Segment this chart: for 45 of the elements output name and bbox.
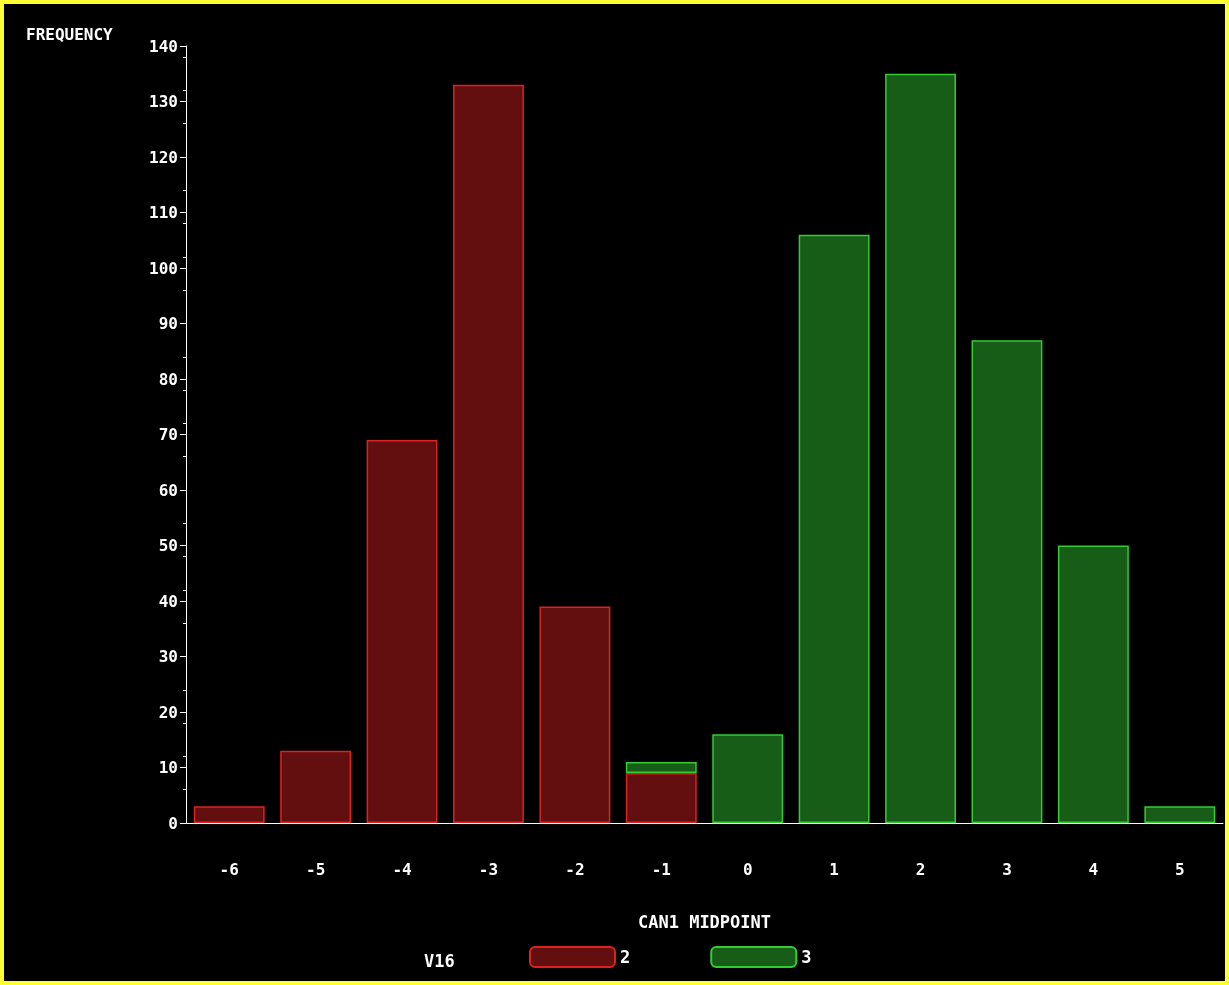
- y-tick-label: 110: [149, 203, 178, 222]
- y-tick-label: 90: [158, 314, 178, 333]
- bar: [798, 234, 870, 823]
- legend-label: 3: [801, 947, 812, 967]
- bar: [539, 606, 611, 823]
- x-tick-label: -4: [392, 859, 412, 879]
- bar: [280, 750, 352, 823]
- x-tick-label: 0: [742, 859, 753, 879]
- x-tick-label: -6: [219, 859, 239, 879]
- x-tick-label: 3: [1002, 859, 1012, 879]
- y-tick-label: 50: [158, 536, 178, 555]
- x-tick-label: -5: [305, 859, 326, 879]
- bar: [1144, 806, 1216, 823]
- bar: [453, 84, 524, 823]
- y-tick-label: 70: [158, 425, 178, 444]
- x-tick-label: 5: [1174, 859, 1185, 879]
- x-tick-label: 1: [829, 859, 839, 879]
- x-axis-title: CAN1 MIDPOINT: [637, 911, 772, 932]
- y-axis-title: FREQUENCY: [26, 24, 114, 44]
- y-tick-label: 60: [158, 480, 178, 500]
- y-tick-label: 80: [158, 369, 178, 389]
- bar: [625, 761, 697, 774]
- y-tick-label: 120: [149, 147, 178, 167]
- bar: [625, 773, 697, 823]
- x-tick-label: -3: [478, 859, 499, 879]
- x-tick-label: 2: [915, 859, 926, 879]
- bar: [1057, 545, 1129, 823]
- y-tick-label: 100: [149, 258, 178, 278]
- bar: [366, 440, 438, 823]
- y-tick-label: 10: [158, 758, 178, 777]
- bar: [971, 340, 1043, 823]
- y-tick-label: 140: [149, 36, 178, 56]
- legend-label: 2: [620, 947, 631, 967]
- bar: [885, 73, 956, 823]
- bar: [712, 734, 784, 823]
- y-tick-label: 30: [158, 647, 178, 666]
- legend-title: V16: [424, 950, 455, 971]
- y-tick-label: 40: [158, 591, 178, 611]
- x-tick-label: 4: [1088, 859, 1099, 879]
- y-tick-label: 20: [158, 702, 178, 722]
- y-tick-label: 130: [149, 92, 178, 111]
- x-tick-label: -2: [565, 859, 585, 879]
- y-tick-label: 0: [168, 813, 178, 833]
- bar: [193, 806, 265, 823]
- x-tick-label: -1: [651, 859, 671, 879]
